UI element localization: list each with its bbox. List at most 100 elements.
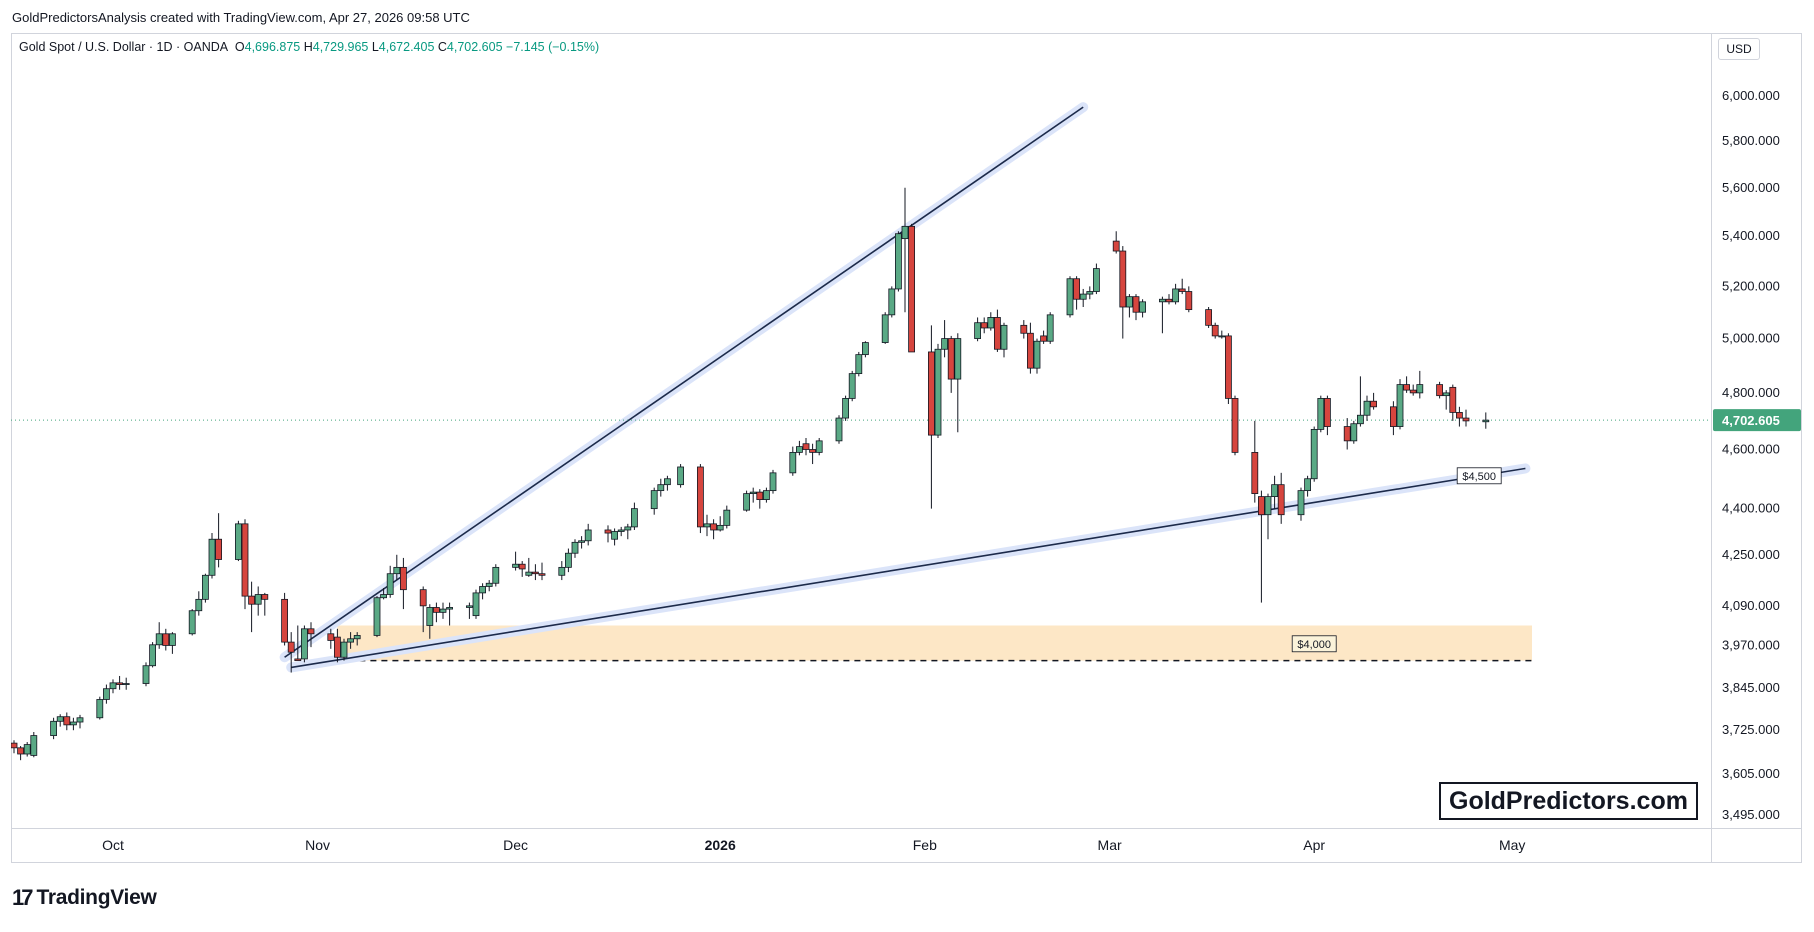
candle [1370, 392, 1377, 410]
candle [1020, 320, 1028, 339]
candle [664, 475, 671, 491]
candle [201, 573, 209, 603]
candle [1178, 278, 1186, 295]
candle-body [677, 466, 684, 486]
candle [380, 588, 388, 600]
candle-body [650, 490, 658, 510]
candle-body [70, 721, 77, 726]
candle [1396, 379, 1404, 430]
candle-body [327, 633, 335, 641]
candle-body [631, 508, 638, 528]
candle-body [1370, 400, 1377, 408]
candle [353, 632, 361, 646]
candle-body [116, 682, 123, 685]
candle-body [208, 538, 216, 576]
candle [327, 628, 335, 649]
candle-body [1251, 451, 1259, 495]
candle-body [347, 638, 355, 643]
candle-body [1357, 414, 1364, 425]
candle-body [571, 541, 579, 554]
candle-body [188, 610, 196, 635]
candle-body [954, 338, 962, 380]
high-label: H [303, 40, 313, 54]
candle [1185, 286, 1193, 313]
brand-watermark: GoldPredictors.com [1439, 782, 1698, 820]
candle [1112, 231, 1120, 254]
candle-body [281, 598, 289, 643]
x-tick-label: 2026 [705, 837, 736, 853]
candle [525, 557, 533, 577]
candle-body [518, 563, 526, 570]
candle [954, 333, 962, 433]
candle-body [241, 523, 249, 597]
x-tick-label: Oct [102, 837, 124, 853]
y-tick-label: 3,725.000 [1722, 722, 1780, 737]
candle-body [512, 563, 519, 568]
candle [947, 335, 955, 393]
candle-body [1159, 298, 1166, 303]
candle-body [248, 595, 256, 605]
candle-body [1165, 298, 1173, 303]
candle-body [432, 607, 440, 613]
candle-body [1218, 335, 1226, 338]
candle [155, 622, 163, 649]
candle-body [657, 484, 665, 492]
candle [1363, 395, 1371, 421]
candle [432, 602, 440, 623]
candle-body [538, 573, 546, 576]
candle [307, 622, 315, 648]
last-price-tag-text: 4,702.605 [1722, 413, 1780, 428]
candle [1211, 322, 1219, 339]
symbol-legend[interactable]: Gold Spot / U.S. Dollar · 1D · OANDA O4,… [19, 40, 599, 54]
candle-body [472, 592, 480, 617]
candle [142, 662, 150, 687]
candle-body [1172, 288, 1179, 303]
candle-body [994, 317, 1001, 350]
candle [373, 596, 381, 638]
low-label: L [371, 40, 379, 54]
open-value: 4,696.875 [244, 40, 301, 54]
candle [848, 370, 856, 402]
candle [624, 523, 632, 540]
candle [1482, 412, 1490, 429]
candle [1040, 330, 1047, 344]
candle-body [63, 716, 71, 726]
currency-button[interactable]: USD [1718, 38, 1760, 60]
candle [465, 602, 473, 619]
candle-body [1093, 268, 1100, 292]
candle-body [1343, 426, 1351, 442]
candle-body [393, 566, 401, 575]
candle [208, 533, 216, 579]
candle-body [1436, 384, 1443, 397]
candle-body [1310, 429, 1318, 480]
candle [1165, 294, 1173, 305]
tradingview-logo[interactable]: 17 TradingView [12, 885, 157, 911]
candle [1000, 322, 1008, 358]
candle-body [974, 322, 981, 339]
candle-body [835, 417, 843, 442]
candle [215, 513, 223, 568]
y-tick-label: 5,400.000 [1722, 228, 1780, 243]
candle-body [109, 682, 117, 690]
candle [1073, 276, 1080, 310]
chart-frame [11, 33, 1802, 863]
candle [743, 490, 750, 512]
price-label-text: $4,000 [1297, 639, 1331, 651]
candle-body [1304, 478, 1311, 492]
candle-body [1185, 291, 1193, 311]
candle [881, 312, 889, 344]
candle [1205, 307, 1212, 328]
candle-body [716, 524, 724, 531]
candle [347, 632, 355, 649]
candle [241, 519, 249, 610]
candle [842, 395, 849, 421]
candle-body [1317, 398, 1325, 430]
price-label: $4,000 [1291, 635, 1337, 653]
candle-body [215, 538, 223, 560]
upper-trendline [284, 106, 1084, 658]
candle-body [895, 233, 902, 290]
change-value: −7.145 (−0.15%) [506, 40, 600, 54]
candle [1317, 395, 1325, 433]
candle [974, 317, 981, 342]
